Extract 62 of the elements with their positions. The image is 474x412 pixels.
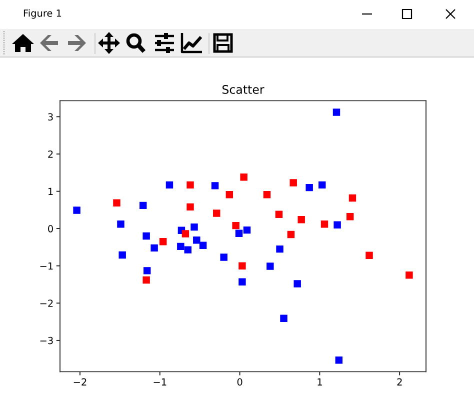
- point: [348, 194, 356, 202]
- point: [143, 267, 151, 274]
- point: [117, 220, 124, 228]
- point: [113, 199, 120, 206]
- point: [346, 213, 354, 220]
- x-tick-label: −2: [74, 378, 86, 386]
- point: [184, 246, 192, 254]
- y-tick-label: 1: [48, 188, 53, 195]
- point: [193, 236, 200, 244]
- point: [73, 206, 80, 214]
- point: [406, 272, 413, 279]
- point: [275, 210, 283, 218]
- point: [335, 356, 343, 364]
- point: [235, 230, 243, 238]
- point: [280, 314, 288, 322]
- chart-title: Scatter: [222, 84, 264, 94]
- point: [139, 202, 147, 210]
- point: [263, 191, 271, 198]
- point: [318, 181, 326, 189]
- point: [294, 280, 301, 288]
- point: [182, 230, 190, 238]
- point: [238, 262, 246, 270]
- x-tick-label: 1: [318, 378, 322, 386]
- point: [266, 262, 274, 270]
- point: [290, 179, 297, 186]
- point: [287, 230, 295, 238]
- point: [159, 238, 167, 246]
- y-tick-label: −2: [40, 300, 53, 307]
- point: [150, 244, 158, 252]
- x-tick-label: 2: [397, 378, 402, 386]
- point: [276, 245, 284, 253]
- x-tick-label: −1: [154, 378, 166, 386]
- point: [199, 242, 207, 249]
- point: [306, 184, 313, 192]
- point: [226, 191, 234, 198]
- point: [118, 251, 126, 259]
- point: [298, 216, 305, 224]
- point: [190, 223, 198, 231]
- point: [238, 278, 246, 286]
- x-tick-label: 0: [237, 378, 242, 386]
- point: [366, 252, 373, 260]
- y-tick-label: 3: [48, 113, 53, 121]
- point: [332, 108, 340, 116]
- point: [243, 226, 251, 234]
- point: [334, 221, 341, 228]
- point: [220, 254, 228, 261]
- point: [232, 222, 240, 230]
- y-tick-label: 2: [48, 150, 53, 158]
- caption: Figure 1: [24, 9, 62, 19]
- y-tick-label: −3: [40, 336, 53, 344]
- point: [186, 203, 194, 211]
- point: [142, 232, 150, 240]
- point: [211, 182, 219, 190]
- point: [186, 181, 194, 189]
- point: [240, 174, 248, 181]
- point: [177, 242, 184, 250]
- point: [166, 181, 174, 189]
- y-tick-label: −1: [40, 262, 53, 270]
- point: [213, 210, 220, 217]
- y-tick-label: 0: [48, 225, 53, 232]
- point: [320, 220, 328, 228]
- point: [142, 276, 150, 284]
